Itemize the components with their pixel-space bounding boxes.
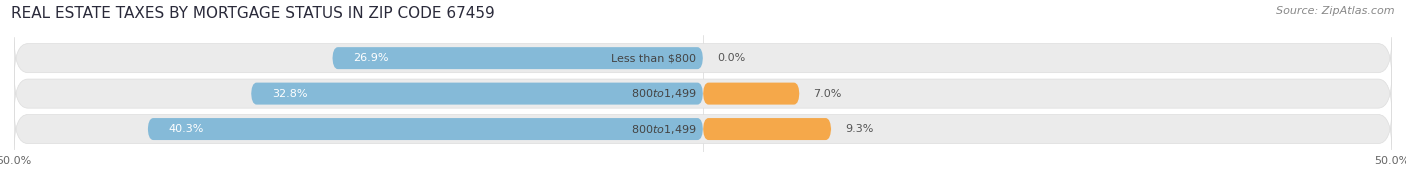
FancyBboxPatch shape: [703, 118, 831, 140]
Text: 7.0%: 7.0%: [813, 89, 842, 99]
Text: REAL ESTATE TAXES BY MORTGAGE STATUS IN ZIP CODE 67459: REAL ESTATE TAXES BY MORTGAGE STATUS IN …: [11, 6, 495, 21]
Text: Less than $800: Less than $800: [612, 53, 696, 63]
Text: 40.3%: 40.3%: [169, 124, 204, 134]
FancyBboxPatch shape: [14, 37, 1392, 79]
Text: $800 to $1,499: $800 to $1,499: [630, 87, 696, 100]
Text: 32.8%: 32.8%: [271, 89, 308, 99]
FancyBboxPatch shape: [148, 118, 703, 140]
Text: Source: ZipAtlas.com: Source: ZipAtlas.com: [1277, 6, 1395, 16]
Text: 9.3%: 9.3%: [845, 124, 873, 134]
FancyBboxPatch shape: [332, 47, 703, 69]
Text: 26.9%: 26.9%: [353, 53, 388, 63]
FancyBboxPatch shape: [703, 83, 800, 105]
Text: $800 to $1,499: $800 to $1,499: [630, 122, 696, 136]
FancyBboxPatch shape: [252, 83, 703, 105]
Text: 0.0%: 0.0%: [717, 53, 745, 63]
FancyBboxPatch shape: [14, 108, 1392, 150]
FancyBboxPatch shape: [14, 73, 1392, 114]
